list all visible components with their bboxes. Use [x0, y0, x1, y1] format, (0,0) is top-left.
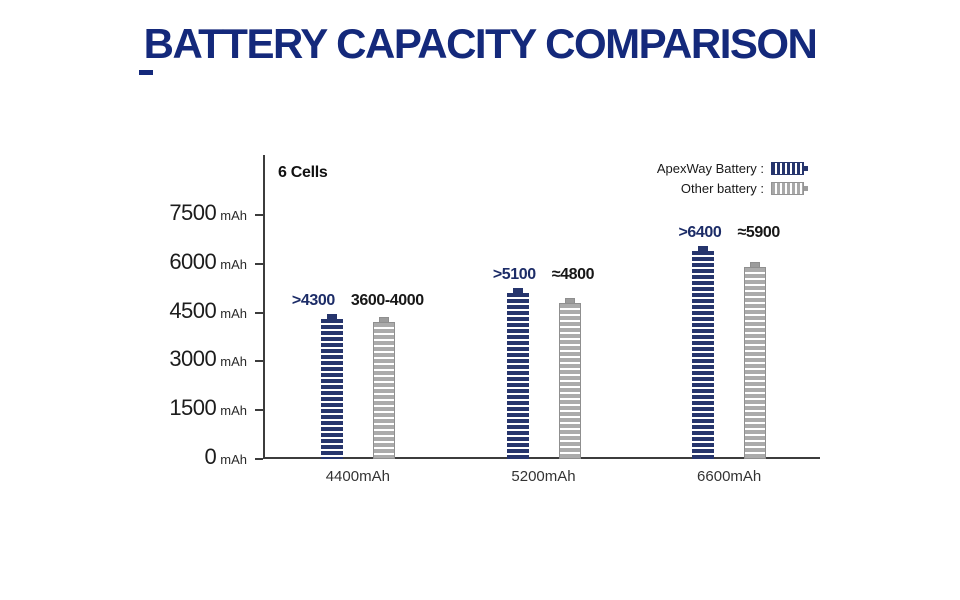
- y-tick-unit: mAh: [220, 452, 247, 467]
- battery-icon-body: [771, 162, 804, 175]
- battery-cap-icon: [326, 314, 337, 319]
- y-tick-unit: mAh: [220, 256, 247, 272]
- y-tick-value: 7500: [169, 200, 217, 225]
- x-axis-label-4400mAh: 4400mAh: [325, 468, 390, 485]
- bar-value-labels-5200mAh: >5100 ≈4800: [434, 266, 654, 284]
- y-tick-value: 3000: [169, 346, 217, 372]
- battery-cap-icon: [698, 246, 709, 251]
- y-tick-mark-0: [255, 458, 263, 460]
- y-tick-mark-1500: [255, 409, 263, 412]
- bar-apexway-6600mAh: [692, 251, 715, 459]
- x-axis-label-6600mAh: 6600mAh: [697, 468, 762, 485]
- bar-value-labels-6600mAh: >6400 ≈5900: [619, 224, 839, 242]
- battery-cap-icon: [564, 298, 575, 303]
- page-title: BATTERY CAPACITY COMPARISON: [143, 20, 818, 67]
- legend: ApexWay Battery : Other battery :: [628, 161, 808, 196]
- y-tick-label-4500: 4500 mAh: [123, 298, 247, 324]
- y-tick-mark-7500: [255, 214, 263, 216]
- cells-label: 6 Cells: [278, 164, 328, 181]
- legend-row-apexway: ApexWay Battery :: [628, 161, 808, 176]
- other-value-label: 3600-4000: [350, 292, 424, 309]
- apexway-value-label: >4300: [291, 292, 335, 309]
- legend-label-apexway: ApexWay Battery :: [656, 161, 764, 176]
- y-tick-value: 6000: [169, 248, 217, 274]
- other-value-label: ≈4800: [551, 266, 595, 283]
- y-tick-mark-4500: [255, 311, 263, 314]
- y-tick-label-6000: 6000 mAh: [123, 249, 247, 275]
- legend-row-other: Other battery :: [628, 181, 808, 196]
- y-tick-label-7500: 7500 mAh: [123, 200, 247, 226]
- battery-cap-icon: [378, 317, 389, 322]
- battery-icon-body: [771, 182, 804, 195]
- y-tick-value: 1500: [169, 395, 217, 421]
- battery-icon-terminal: [804, 186, 808, 191]
- y-tick-label-1500: 1500 mAh: [123, 395, 247, 421]
- battery-icon-apexway: [771, 162, 808, 175]
- bar-value-labels-4400mAh: >4300 3600-4000: [248, 292, 468, 310]
- bar-other-4400mAh: [372, 322, 395, 459]
- plot-area: 6 Cells 7500 mAh 6000 mAh 4500 mAh 3000 mAh 1500…: [169, 155, 820, 485]
- x-axis-label-5200mAh: 5200mAh: [511, 468, 576, 485]
- y-tick-value: 0: [204, 444, 217, 469]
- y-tick-unit: mAh: [220, 403, 247, 419]
- y-tick-mark-6000: [255, 262, 263, 265]
- y-tick-unit: mAh: [220, 208, 247, 223]
- y-tick-unit: mAh: [220, 305, 247, 321]
- battery-cap-icon: [512, 288, 523, 293]
- battery-icon-other: [771, 182, 808, 195]
- apexway-value-label: >6400: [678, 224, 722, 241]
- other-value-label: ≈5900: [737, 224, 780, 241]
- bar-apexway-5200mAh: [506, 293, 529, 459]
- legend-label-other: Other battery :: [680, 181, 764, 196]
- apexway-value-label: >5100: [492, 266, 536, 283]
- y-tick-label-3000: 3000 mAh: [123, 346, 247, 372]
- y-tick-mark-3000: [255, 360, 263, 363]
- y-tick-label-0: 0 mAh: [123, 444, 247, 470]
- y-tick-unit: mAh: [220, 354, 247, 370]
- bar-other-5200mAh: [558, 303, 581, 459]
- battery-cap-icon: [750, 262, 761, 267]
- bar-other-6600mAh: [744, 267, 767, 459]
- title-underline-accent: [139, 70, 153, 75]
- y-tick-value: 4500: [169, 297, 217, 323]
- battery-icon-terminal: [804, 166, 808, 171]
- bar-apexway-4400mAh: [320, 319, 343, 459]
